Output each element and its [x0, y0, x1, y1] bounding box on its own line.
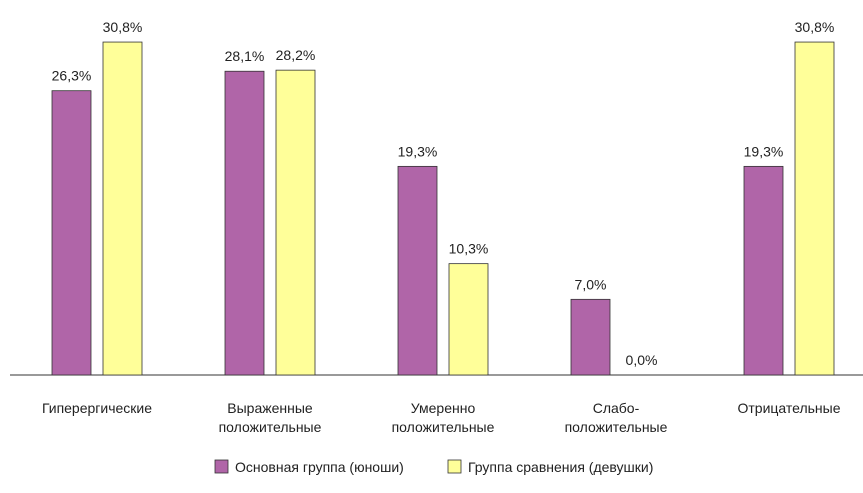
- x-tick-label: Отрицательные: [737, 400, 840, 416]
- bar: [102, 41, 143, 376]
- bar: [397, 165, 438, 376]
- x-tick-label: Слабо-положительные: [565, 400, 668, 435]
- data-label: 7,0%: [575, 276, 607, 292]
- bar: [570, 298, 611, 376]
- x-tick-label: Гиперергические: [42, 400, 152, 416]
- legend-swatch: [447, 459, 462, 474]
- bar: [794, 41, 835, 376]
- x-tick-label: Умеренно положительные: [392, 400, 495, 435]
- bar: [448, 263, 489, 376]
- data-label: 28,1%: [225, 48, 265, 64]
- bar: [743, 165, 784, 376]
- data-label: 26,3%: [52, 68, 92, 84]
- legend-swatch: [214, 459, 229, 474]
- data-label: 0,0%: [626, 352, 658, 368]
- bar: [275, 69, 316, 376]
- legend-label: Группа сравнения (девушки): [468, 459, 653, 475]
- bar: [51, 90, 92, 376]
- x-tick-label: Выраженные положительные: [219, 400, 322, 435]
- data-label: 30,8%: [103, 19, 143, 35]
- data-label: 10,3%: [449, 241, 489, 257]
- legend-label: Основная группа (юноши): [235, 459, 404, 475]
- data-label: 19,3%: [744, 143, 784, 159]
- data-label: 30,8%: [795, 19, 835, 35]
- data-label: 28,2%: [276, 47, 316, 63]
- bar: [224, 70, 265, 376]
- data-label: 19,3%: [398, 143, 438, 159]
